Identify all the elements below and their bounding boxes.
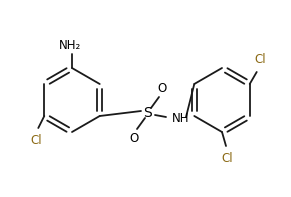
Text: Cl: Cl (31, 134, 42, 147)
Text: NH₂: NH₂ (59, 39, 81, 52)
Text: S: S (144, 106, 152, 120)
Text: NH: NH (172, 112, 189, 125)
Text: Cl: Cl (254, 53, 265, 66)
Text: Cl: Cl (221, 152, 233, 165)
Text: O: O (129, 132, 139, 145)
Text: O: O (157, 82, 167, 95)
